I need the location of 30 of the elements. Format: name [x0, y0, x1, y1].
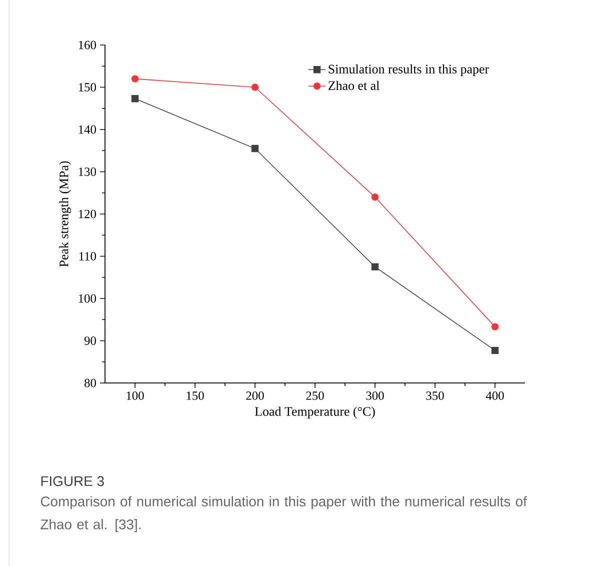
x-tick-label: 250 [306, 392, 324, 400]
x-axis-title: Load Temperature (°C) [254, 406, 375, 418]
x-tick-label: 400 [486, 392, 504, 400]
x-tick-label: 100 [126, 392, 144, 400]
legend-label: Zhao et al [328, 80, 380, 90]
y-axis-title: Peak strength (MPa) [59, 161, 71, 267]
point [251, 144, 259, 152]
x-tick-label: 300 [366, 392, 384, 400]
y-tick-label: 160 [78, 40, 96, 50]
y-tick-label: 150 [78, 83, 96, 92]
x-tick-label: 200 [246, 392, 264, 400]
x-tick-label: 150 [186, 392, 204, 400]
y-tick-label: 80 [84, 378, 96, 388]
text: Comparison of numerical simulation in this paper with the numerical results of Zhao et al. [33]. [40, 496, 527, 532]
y-tick-label: 100 [78, 294, 96, 303]
legend-label: Simulation results in this paper [328, 64, 489, 76]
x-tick-label: 350 [426, 392, 444, 400]
point [131, 75, 139, 82]
point [371, 193, 379, 201]
y-tick-label: 120 [78, 210, 96, 218]
point [251, 84, 259, 91]
y-tick-label: 90 [84, 336, 96, 345]
point [491, 346, 499, 354]
caption: FIGURE 3 [41, 476, 104, 486]
point [371, 263, 379, 270]
point [131, 95, 139, 102]
y-tick-label: 130 [78, 168, 96, 176]
y-tick-label: 140 [78, 125, 96, 134]
y-tick-label: 110 [79, 252, 96, 260]
point [491, 323, 499, 330]
